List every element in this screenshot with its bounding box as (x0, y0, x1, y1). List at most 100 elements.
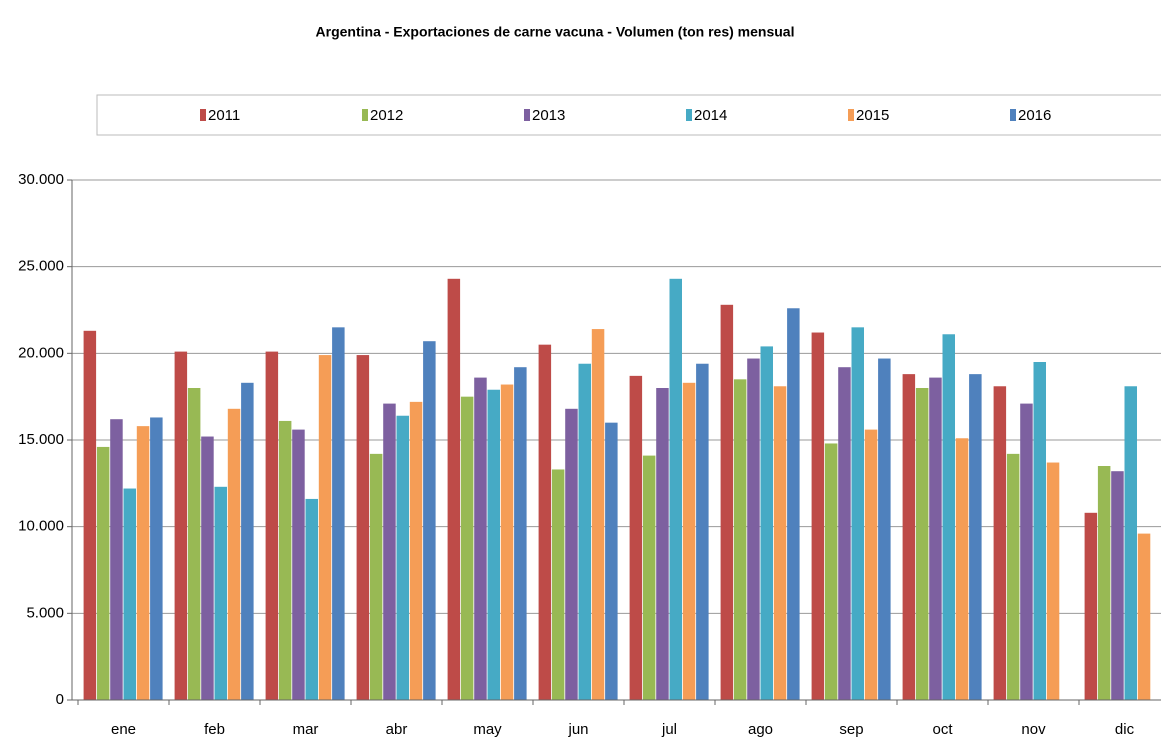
bar (1137, 533, 1151, 700)
bar (838, 367, 851, 700)
bar (993, 386, 1007, 700)
bar (187, 388, 201, 700)
bar (174, 351, 188, 700)
y-tick-label: 15.000 (18, 431, 64, 448)
bar (227, 408, 241, 700)
bar (682, 382, 696, 700)
bar (474, 377, 487, 700)
bar (487, 389, 500, 700)
bar (851, 327, 864, 700)
x-tick-label: feb (204, 721, 225, 738)
bar (318, 355, 332, 700)
x-tick-label: nov (1021, 721, 1046, 738)
bar (201, 436, 214, 700)
y-tick-label: 30.000 (18, 171, 64, 188)
bar (578, 363, 591, 700)
bar (955, 438, 969, 700)
bar (824, 443, 838, 700)
bar (369, 453, 383, 700)
legend-swatch (362, 109, 368, 121)
legend-box (96, 94, 1161, 136)
bar (383, 403, 396, 700)
bar (1084, 512, 1098, 700)
legend-label: 2014 (694, 107, 727, 124)
bar (356, 355, 370, 700)
bar (605, 422, 618, 700)
bar (1111, 471, 1124, 700)
bar (591, 329, 605, 700)
legend-swatch (848, 109, 854, 121)
bar (969, 374, 982, 700)
bar (942, 334, 955, 700)
bar (551, 469, 565, 700)
y-tick-label: 10.000 (18, 518, 64, 535)
x-tick-label: ago (748, 721, 773, 738)
bar (1124, 386, 1137, 700)
x-tick-label: ene (111, 721, 136, 738)
y-tick-label: 0 (56, 691, 64, 708)
bar (864, 429, 878, 700)
legend-swatch (686, 109, 692, 121)
x-tick-label: jul (661, 721, 677, 738)
bar (787, 308, 800, 700)
y-tick-label: 25.000 (18, 258, 64, 275)
x-tick-label: abr (386, 721, 408, 738)
bar (1020, 403, 1033, 700)
bar (123, 488, 136, 700)
x-tick-label: dic (1115, 721, 1135, 738)
x-tick-label: oct (932, 721, 953, 738)
legend-label: 2015 (856, 107, 889, 124)
legend-label: 2013 (532, 107, 565, 124)
legend-swatch (200, 109, 206, 121)
bar (811, 332, 825, 700)
y-tick-label: 20.000 (18, 344, 64, 361)
bar (460, 396, 474, 700)
bar (669, 278, 682, 700)
legend-label: 2016 (1018, 107, 1051, 124)
bar (241, 382, 254, 700)
bar (447, 278, 461, 700)
bar (150, 417, 163, 700)
legend-label: 2011 (208, 107, 240, 124)
bar (214, 486, 227, 700)
bar (733, 379, 747, 700)
bar (136, 426, 150, 700)
bar (514, 367, 527, 700)
legend-swatch (524, 109, 530, 121)
bar (1033, 362, 1046, 700)
bar (1097, 466, 1111, 700)
bar (915, 388, 929, 700)
legend-swatch (1010, 109, 1016, 121)
bar (110, 419, 123, 700)
x-tick-label: may (473, 721, 502, 738)
bar (696, 363, 709, 700)
chart-title: Argentina - Exportaciones de carne vacun… (316, 24, 795, 40)
bar (305, 498, 318, 700)
bar (423, 341, 436, 700)
y-tick-label: 5.000 (26, 604, 64, 621)
bar (83, 330, 97, 700)
bar (902, 374, 916, 700)
bar (265, 351, 279, 700)
bar (629, 375, 643, 700)
bar (409, 401, 423, 700)
bar (656, 388, 669, 700)
bar (720, 304, 734, 700)
bar (878, 358, 891, 700)
x-tick-label: sep (839, 721, 863, 738)
bar (96, 446, 110, 700)
bar (565, 408, 578, 700)
bar (332, 327, 345, 700)
legend-label: 2012 (370, 107, 403, 124)
bar (773, 386, 787, 700)
bar (278, 420, 292, 700)
bar (292, 429, 305, 700)
bar (760, 346, 773, 700)
bar (396, 415, 409, 700)
bar (538, 344, 552, 700)
bar (642, 455, 656, 700)
bar (929, 377, 942, 700)
x-tick-label: mar (293, 721, 319, 738)
